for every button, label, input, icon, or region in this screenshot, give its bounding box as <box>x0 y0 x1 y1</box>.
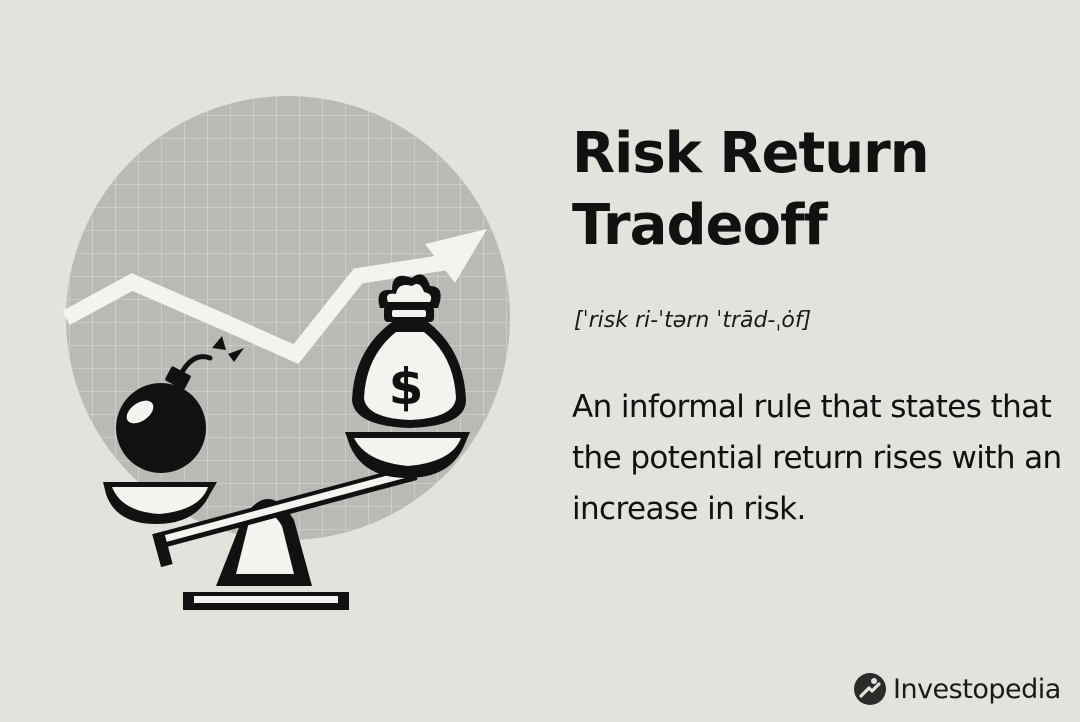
dollar-sign: $ <box>389 358 424 416</box>
balance-scale-icon <box>103 432 470 610</box>
bomb-icon <box>116 336 244 473</box>
brand-logo: Investopedia <box>853 672 1061 706</box>
title-line-2: Tradeoff <box>572 193 828 258</box>
risk-return-illustration: $ <box>62 96 510 610</box>
title-line-1: Risk Return <box>572 121 930 186</box>
page-title: Risk Return Tradeoff <box>572 118 1052 262</box>
definition-text: An informal rule that states that the po… <box>572 389 1062 527</box>
money-bag-icon: $ <box>352 274 466 428</box>
grid-circle-background <box>66 96 510 540</box>
trend-arrow-icon <box>62 229 487 364</box>
brand-name: Investopedia <box>893 673 1061 705</box>
pronunciation: [ˈrisk ri-ˈtərn ˈtrād-ˌȯf] <box>574 308 812 333</box>
investopedia-logo-icon <box>854 673 886 705</box>
